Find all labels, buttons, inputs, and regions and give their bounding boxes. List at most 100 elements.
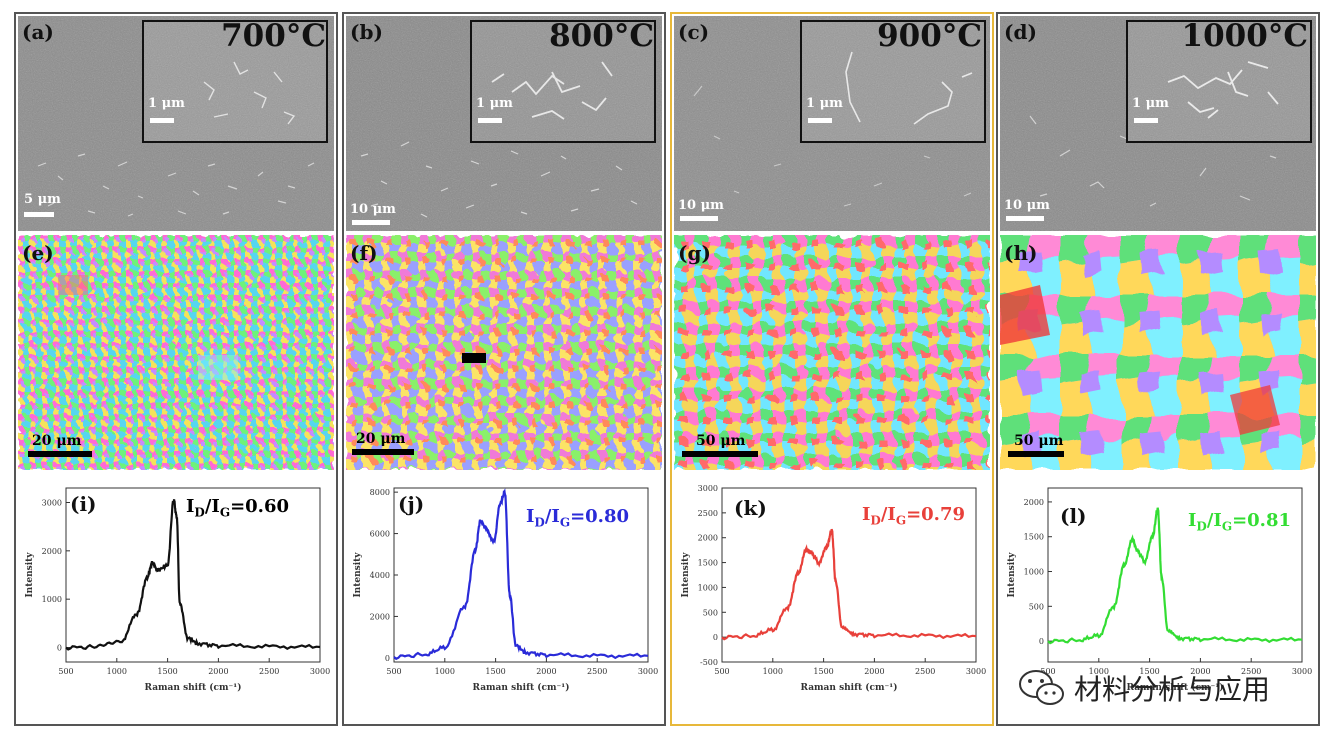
ratio-sub-d: D	[194, 505, 205, 520]
temperature-label: 700°C	[221, 18, 326, 54]
raman-plot: 500 1000 1500 2000 2500 3000 0 2000 4000 6000 8000…	[353, 487, 658, 693]
id-ig-ratio: ID/IG=0.79	[862, 504, 965, 528]
x-tick-label: 500	[714, 667, 729, 676]
ratio-i: I	[1188, 510, 1197, 531]
panel-label-d: (d)	[1004, 20, 1037, 44]
x-tick-label: 1500	[157, 667, 177, 676]
sem-inset-texture	[144, 22, 326, 141]
y-tick-label: 2000	[1024, 498, 1044, 507]
x-tick-label: 2000	[1190, 667, 1210, 676]
ratio-mid: /I	[204, 496, 220, 517]
raman-chart-k: 500 1000 1500 2000 2500 3000 -500 0 500 1000 1500 2…	[674, 474, 990, 722]
ebsd-grain-texture	[674, 235, 990, 470]
x-tick-label: 2000	[864, 667, 884, 676]
temperature-label: 800°C	[549, 18, 654, 54]
ratio-sub-d: D	[534, 515, 545, 530]
ebsd-map-e: (e) 20 μm	[18, 235, 334, 470]
x-tick-label: 1000	[763, 667, 783, 676]
x-tick-label: 1000	[1089, 667, 1109, 676]
raman-chart-i: 500 1000 1500 2000 2500 3000 0 1000 2000 3000 Rama…	[18, 474, 334, 722]
x-tick-label: 1000	[107, 667, 127, 676]
panel-label-c: (c)	[678, 20, 710, 44]
raman-chart-j: 500 1000 1500 2000 2500 3000 0 2000 4000 6000 8000…	[346, 474, 662, 722]
ebsd-grain-texture	[346, 235, 662, 470]
panel-label-g: (g)	[678, 241, 711, 265]
x-tick-label: 500	[58, 667, 73, 676]
ratio-sub-g: G	[895, 513, 907, 528]
inset-scale-bar	[150, 118, 174, 123]
sem-scale-bar	[24, 212, 54, 217]
sem-scale-bar	[352, 220, 390, 225]
y-tick-label: 0	[385, 654, 390, 663]
y-tick-label: 2000	[42, 547, 62, 556]
x-tick-label: 2500	[259, 667, 279, 676]
wechat-icon	[1019, 670, 1064, 705]
y-tick-label: 1500	[698, 559, 718, 568]
ratio-value: =0.79	[906, 504, 965, 525]
raman-plot: 500 1000 1500 2000 2500 3000 0 1000 2000 3000 Rama…	[25, 487, 330, 693]
ebsd-scale-label: 50 μm	[696, 433, 746, 449]
y-axis-label: Intensity	[681, 552, 691, 598]
ebsd-scale-bar	[352, 449, 414, 455]
temperature-label: 900°C	[877, 18, 982, 54]
y-tick-label: -500	[700, 658, 718, 667]
ratio-i: I	[862, 504, 871, 525]
panel-label-j: (j)	[398, 492, 425, 516]
ratio-value: =0.80	[570, 506, 629, 527]
x-tick-label: 500	[1040, 667, 1055, 676]
x-tick-label: 3000	[966, 667, 986, 676]
y-tick-label: 1500	[1024, 533, 1044, 542]
ebsd-map-h: (h) 50 μm	[1000, 235, 1316, 470]
sem-scale-label: 10 μm	[678, 198, 724, 213]
x-axis-label: Raman shift (cm⁻¹)	[1127, 682, 1224, 693]
plot-frame	[65, 487, 321, 663]
y-tick-label: 1000	[42, 595, 62, 604]
y-tick-label: 8000	[370, 488, 390, 497]
y-tick-label: 3000	[42, 499, 62, 508]
panel-label-i: (i)	[70, 492, 97, 516]
id-ig-ratio: ID/IG=0.80	[526, 506, 629, 530]
inset-scale-bar	[808, 118, 832, 123]
x-tick-label: 500	[386, 667, 401, 676]
ebsd-grain-texture	[18, 235, 334, 470]
ratio-value: =0.60	[230, 496, 289, 517]
ratio-value: =0.81	[1232, 510, 1291, 531]
raman-spectrum-line	[393, 488, 649, 661]
inset-scale-label: 1 μm	[806, 96, 843, 111]
panel-label-f: (f)	[350, 241, 378, 265]
x-tick-label: 2500	[915, 667, 935, 676]
ratio-sub-d: D	[1196, 519, 1207, 534]
inset-scale-label: 1 μm	[1132, 96, 1169, 111]
ebsd-scale-bar	[682, 451, 758, 457]
raman-plot: 500 1000 1500 2000 2500 3000 0 500 1000 1500 2000 R…	[1007, 487, 1312, 693]
y-axis-label: Intensity	[25, 552, 35, 598]
panel-label-b: (b)	[350, 20, 383, 44]
sem-inset-d: 1 μm	[1126, 20, 1312, 143]
plot-frame	[1047, 487, 1303, 663]
x-tick-label: 1500	[1139, 667, 1159, 676]
x-tick-label: 2500	[587, 667, 607, 676]
sem-inset-texture	[1128, 22, 1310, 141]
x-tick-label: 2500	[1241, 667, 1261, 676]
ratio-mid: /I	[880, 504, 896, 525]
sem-scale-label: 5 μm	[24, 192, 61, 207]
inset-scale-label: 1 μm	[476, 96, 513, 111]
ebsd-scale-label: 20 μm	[356, 431, 406, 447]
figure-column-700: 1 μm 700°C (a) 5 μm (e) 20	[14, 12, 338, 726]
watermark-text: 材料分析与应用	[1074, 673, 1271, 706]
id-ig-ratio: ID/IG=0.81	[1188, 510, 1291, 534]
y-tick-label: 0	[713, 633, 718, 642]
sem-scale-bar	[1006, 216, 1044, 221]
sem-inset-c: 1 μm	[800, 20, 986, 143]
y-tick-label: 1000	[698, 583, 718, 592]
y-tick-label: 500	[1029, 602, 1044, 611]
raman-spectrum-line	[721, 528, 977, 641]
ratio-i: I	[526, 506, 535, 527]
ebsd-scale-label: 20 μm	[32, 433, 82, 449]
y-tick-label: 1000	[1024, 568, 1044, 577]
panel-label-h: (h)	[1004, 241, 1038, 265]
panel-label-k: (k)	[734, 496, 767, 520]
figure-column-1000: 1 μm 1000°C (d) 10 μm (h)	[996, 12, 1320, 726]
x-tick-label: 1000	[435, 667, 455, 676]
ratio-sub-g: G	[1221, 519, 1233, 534]
